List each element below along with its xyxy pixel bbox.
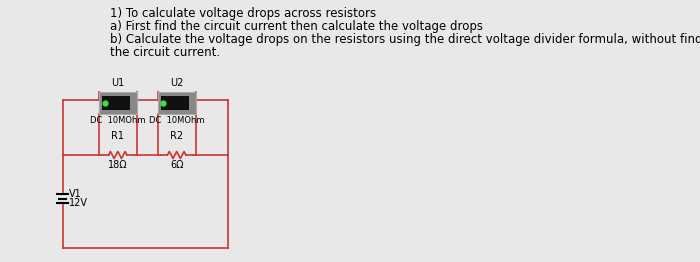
Bar (102, 96, 130, 110)
Bar (158, 92, 196, 114)
Text: DC  10MOhm: DC 10MOhm (90, 116, 146, 125)
Text: the circuit current.: the circuit current. (111, 46, 220, 59)
Text: U2: U2 (170, 78, 183, 88)
Text: R1: R1 (111, 131, 125, 141)
Text: U1: U1 (111, 78, 125, 88)
Text: 1) To calculate voltage drops across resistors: 1) To calculate voltage drops across res… (111, 7, 377, 20)
Bar (99, 92, 137, 114)
Text: a) First find the circuit current then calculate the voltage drops: a) First find the circuit current then c… (111, 20, 484, 33)
Text: b) Calculate the voltage drops on the resistors using the direct voltage divider: b) Calculate the voltage drops on the re… (111, 33, 700, 46)
Text: 18Ω: 18Ω (108, 160, 127, 170)
Bar (161, 96, 189, 110)
Text: 12V: 12V (69, 198, 88, 208)
Text: DC  10MOhm: DC 10MOhm (149, 116, 204, 125)
Text: V1: V1 (69, 189, 82, 199)
Text: R2: R2 (170, 131, 183, 141)
Text: 6Ω: 6Ω (170, 160, 183, 170)
